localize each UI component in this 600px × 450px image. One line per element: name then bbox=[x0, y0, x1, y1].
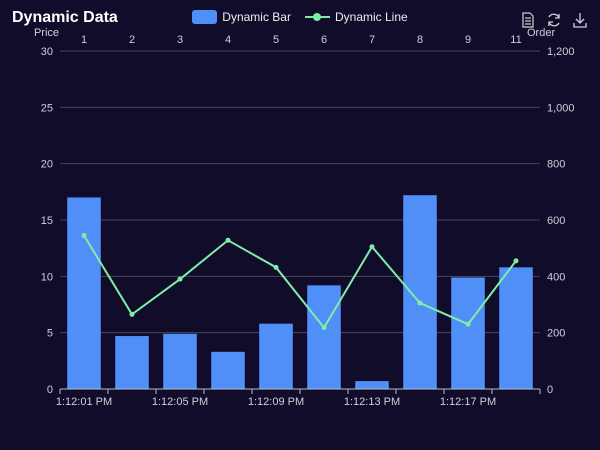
y-right-tick-label: 400 bbox=[547, 271, 565, 283]
bar bbox=[163, 333, 197, 389]
y-right-tick-label: 800 bbox=[547, 159, 565, 171]
x-top-tick-label: 3 bbox=[177, 34, 183, 46]
legend-label-line: Dynamic Line bbox=[334, 10, 408, 24]
bar bbox=[403, 195, 437, 389]
y-right-tick-label: 0 bbox=[547, 384, 553, 396]
x-top-tick-label: 7 bbox=[369, 34, 375, 46]
x-top-tick-label: 4 bbox=[225, 34, 231, 46]
download-icon[interactable] bbox=[572, 12, 588, 28]
bar bbox=[307, 285, 341, 389]
x-top-tick-label: 9 bbox=[465, 34, 471, 46]
y-left-tick-label: 30 bbox=[41, 46, 53, 58]
data-view-icon[interactable] bbox=[520, 12, 536, 28]
y-left-tick-label: 20 bbox=[41, 159, 53, 171]
line-point bbox=[81, 232, 87, 238]
y-right-tick-label: 1,200 bbox=[547, 46, 575, 58]
x-bottom-tick-label: 1:12:01 PM bbox=[56, 396, 112, 408]
line-point bbox=[273, 264, 279, 270]
y-left-tick-label: 0 bbox=[47, 384, 53, 396]
bar bbox=[211, 351, 245, 389]
legend-swatch-line bbox=[304, 10, 330, 24]
line-point bbox=[129, 311, 135, 317]
legend-item-bar[interactable]: Dynamic Bar bbox=[192, 10, 291, 24]
y-right-tick-label: 200 bbox=[547, 328, 565, 340]
bar bbox=[451, 277, 485, 389]
x-top-tick-label: 2 bbox=[129, 34, 135, 46]
line-point bbox=[465, 321, 471, 327]
legend-label-bar: Dynamic Bar bbox=[222, 10, 291, 24]
y-left-axis-name: Price bbox=[34, 27, 59, 39]
line-point bbox=[177, 276, 183, 282]
y-left-tick-label: 10 bbox=[41, 271, 53, 283]
line-point bbox=[417, 300, 423, 306]
x-top-tick-label: 1 bbox=[81, 34, 87, 46]
y-left-tick-label: 25 bbox=[41, 102, 53, 114]
x-bottom-tick-label: 1:12:17 PM bbox=[440, 396, 496, 408]
legend-item-line[interactable]: Dynamic Line bbox=[304, 10, 408, 24]
y-left-tick-label: 5 bbox=[47, 328, 53, 340]
y-left-tick-label: 15 bbox=[41, 215, 53, 227]
x-bottom-tick-label: 1:12:13 PM bbox=[344, 396, 400, 408]
x-top-tick-label: 5 bbox=[273, 34, 279, 46]
bar bbox=[355, 381, 389, 389]
line-point bbox=[513, 258, 519, 264]
y-right-tick-label: 600 bbox=[547, 215, 565, 227]
bar bbox=[499, 267, 533, 389]
bar bbox=[115, 336, 149, 389]
legend-swatch-bar bbox=[192, 10, 218, 24]
x-bottom-tick-label: 1:12:09 PM bbox=[248, 396, 304, 408]
line-point bbox=[225, 237, 231, 243]
line-point bbox=[369, 244, 375, 250]
bar bbox=[67, 197, 101, 389]
refresh-icon[interactable] bbox=[546, 12, 562, 28]
legend: Dynamic Bar Dynamic Line bbox=[0, 10, 600, 24]
x-bottom-tick-label: 1:12:05 PM bbox=[152, 396, 208, 408]
chart-title: Dynamic Data bbox=[12, 9, 118, 26]
toolbox bbox=[520, 12, 588, 28]
line-point bbox=[321, 325, 327, 331]
bar bbox=[259, 323, 293, 389]
x-top-tick-label: 6 bbox=[321, 34, 327, 46]
y-right-tick-label: 1,000 bbox=[547, 102, 575, 114]
x-top-tick-label: 11 bbox=[510, 34, 521, 46]
line-series bbox=[83, 234, 517, 330]
y-right-axis-name: Order bbox=[527, 27, 555, 39]
x-top-tick-label: 8 bbox=[417, 34, 423, 46]
